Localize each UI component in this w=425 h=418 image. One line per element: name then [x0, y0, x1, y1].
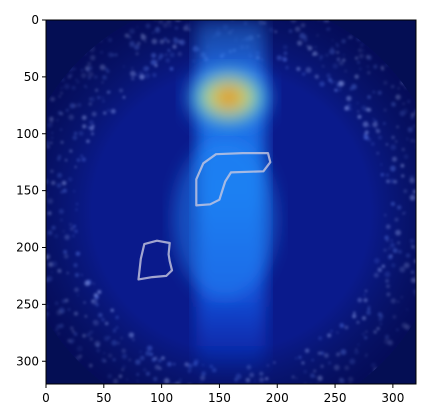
outlined-regions [137, 152, 272, 281]
outlined-region-1 [195, 152, 272, 207]
x-tick-label: 300 [381, 391, 404, 405]
y-tick-label: 0 [31, 13, 39, 27]
heatmap-image [46, 20, 416, 384]
x-tick-label: 250 [324, 391, 347, 405]
y-tick-label: 100 [16, 127, 39, 141]
x-tick-label: 100 [150, 391, 173, 405]
x-tick-label: 200 [266, 391, 289, 405]
y-axis: 0 50 100 150 200 250 300 [16, 13, 46, 368]
x-axis: 0 50 100 150 200 250 300 [42, 384, 404, 405]
y-tick-label: 200 [16, 241, 39, 255]
x-tick-label: 150 [208, 391, 231, 405]
y-tick-label: 150 [16, 184, 39, 198]
y-tick-label: 250 [16, 297, 39, 311]
circle-vignette [46, 20, 416, 384]
y-tick-label: 300 [16, 354, 39, 368]
x-tick-label: 0 [42, 391, 50, 405]
y-tick-label: 50 [24, 70, 39, 84]
outlined-region-2 [137, 239, 174, 281]
plot-frame [45, 19, 417, 385]
x-tick-label: 50 [96, 391, 111, 405]
